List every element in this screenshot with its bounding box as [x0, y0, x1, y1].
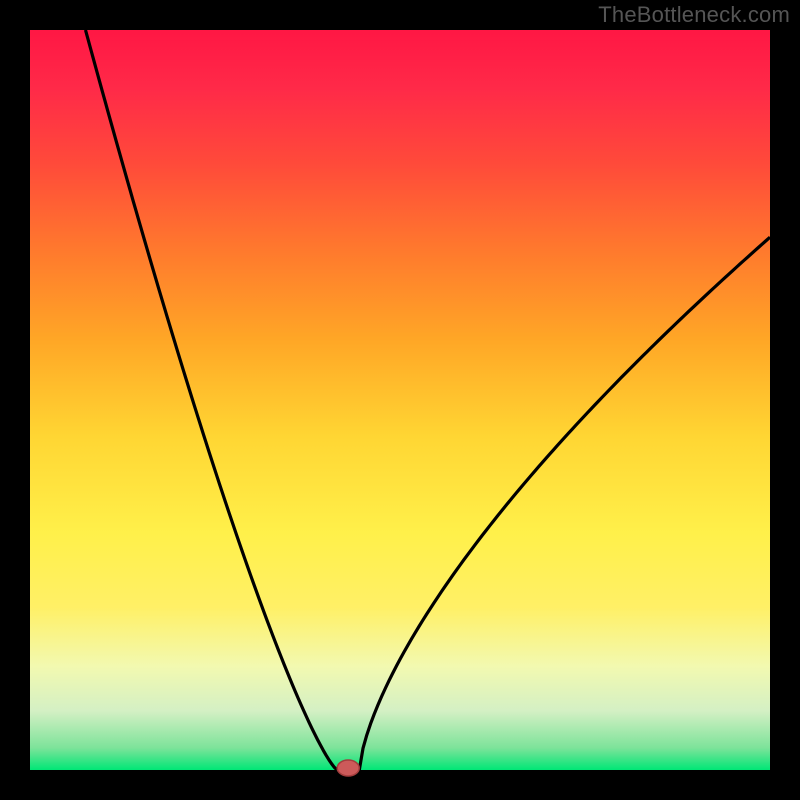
- watermark-text: TheBottleneck.com: [598, 2, 790, 28]
- bottleneck-chart: [0, 0, 800, 800]
- optimum-marker: [337, 760, 359, 776]
